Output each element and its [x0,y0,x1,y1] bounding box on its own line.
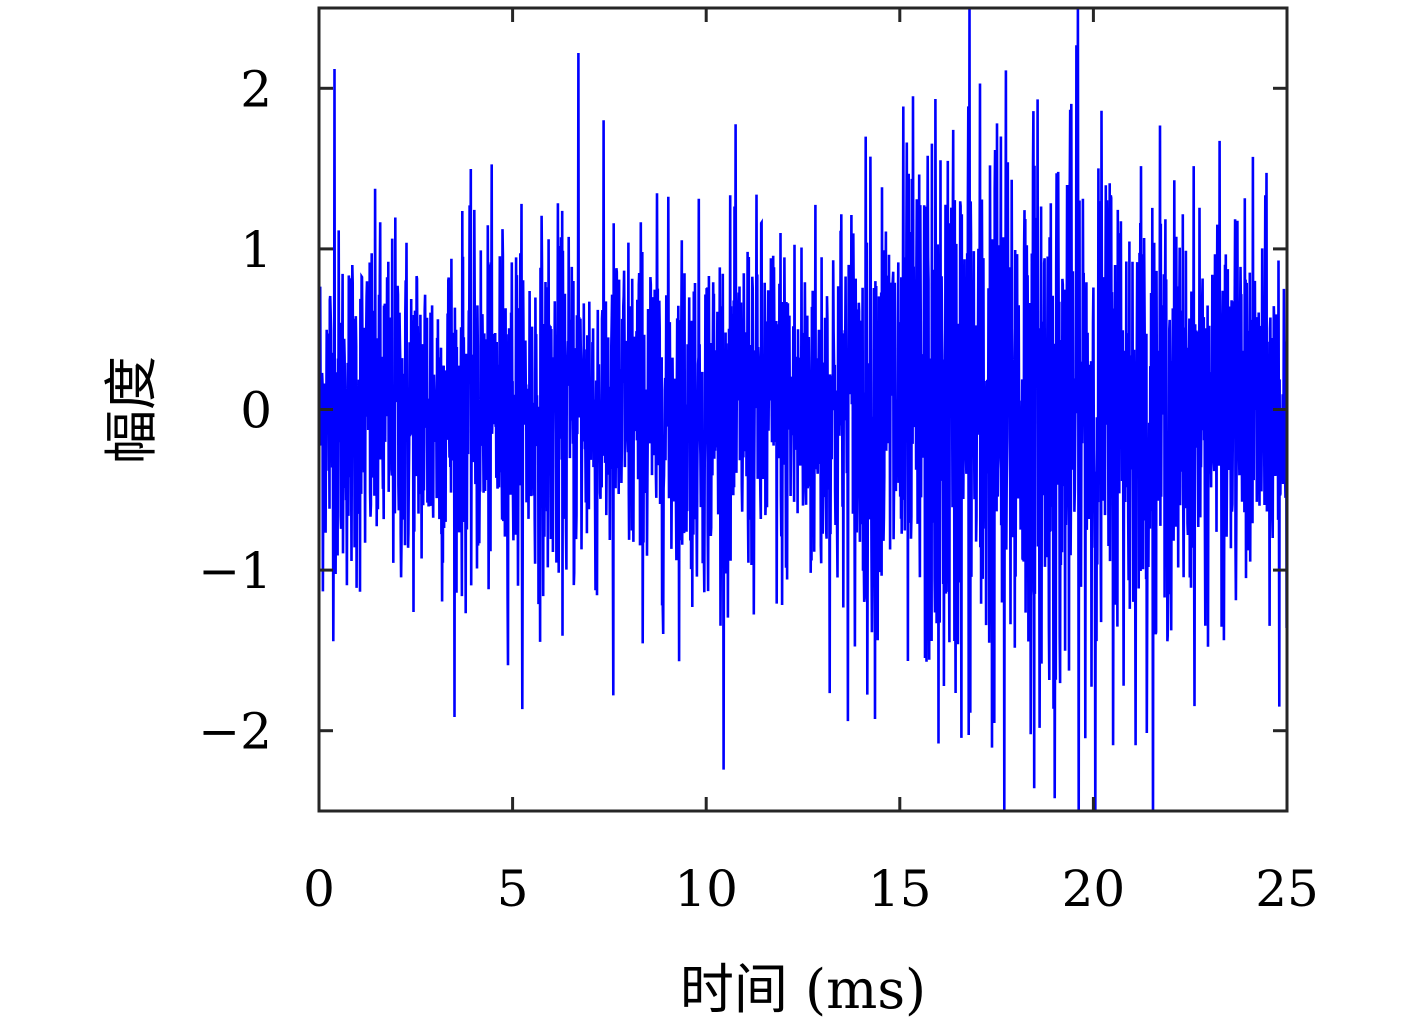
y-axis-label: 幅度 [100,356,163,464]
y-tick-label: 2 [240,60,272,118]
x-tick-label: 10 [674,860,738,918]
x-tick-label: 20 [1062,860,1126,918]
y-tick-label: 0 [240,382,272,440]
y-tick-label: 1 [240,221,272,279]
y-tick-label: −1 [198,542,272,600]
y-tick-label: −2 [198,703,272,761]
ticks-layer [317,8,1289,811]
series-layer [319,8,1287,811]
x-tick-label: 5 [497,860,529,918]
signal-series-line [319,8,1287,811]
x-tick-label: 25 [1255,860,1319,918]
x-tick-label: 15 [868,860,932,918]
x-tick-label: 0 [303,860,335,918]
x-axis-label: 时间 (ms) [680,958,926,1021]
